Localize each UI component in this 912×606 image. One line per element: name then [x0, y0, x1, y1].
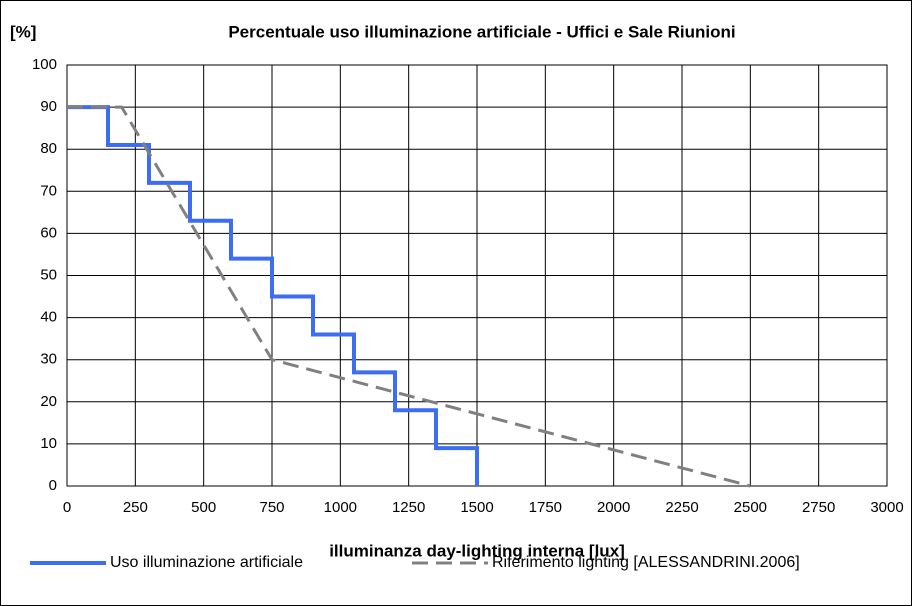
y-tick-label: 0	[49, 477, 57, 494]
y-tick-label: 30	[40, 351, 57, 368]
legend-label: Riferimento lighting [ALESSANDRINI.2006]	[492, 554, 800, 571]
x-tick-label: 1000	[324, 499, 357, 516]
y-tick-label: 60	[40, 224, 57, 241]
data-line	[67, 105, 751, 488]
y-tick-label: 80	[40, 140, 57, 157]
x-tick-label: 2000	[597, 499, 630, 516]
x-tick-label: 250	[123, 499, 148, 516]
x-tick-label: 2250	[665, 499, 698, 516]
x-tick-label: 750	[259, 499, 284, 516]
x-tick-label: 1250	[392, 499, 425, 516]
y-tick-label: 90	[40, 98, 57, 115]
legend-label: Uso illuminazione artificiale	[110, 554, 303, 571]
x-tick-label: 2750	[802, 499, 835, 516]
y-tick-label: 20	[40, 393, 57, 410]
data-line	[67, 105, 479, 486]
y-tick-label: 70	[40, 182, 57, 199]
x-tick-label: 3000	[870, 499, 903, 516]
y-axis-label: [%]	[10, 22, 36, 41]
x-tick-label: 1500	[460, 499, 493, 516]
y-tick-label: 100	[32, 56, 57, 73]
x-tick-label: 2500	[734, 499, 767, 516]
x-tick-label: 0	[63, 499, 71, 516]
chart-title: Percentuale uso illuminazione artificial…	[228, 22, 735, 41]
y-tick-label: 40	[40, 309, 57, 326]
x-tick-label: 1750	[529, 499, 562, 516]
y-tick-label: 50	[40, 266, 57, 283]
x-tick-label: 500	[191, 499, 216, 516]
x-axis-label: illuminanza day-lighting interna [lux]	[329, 541, 625, 560]
y-tick-label: 10	[40, 435, 57, 452]
